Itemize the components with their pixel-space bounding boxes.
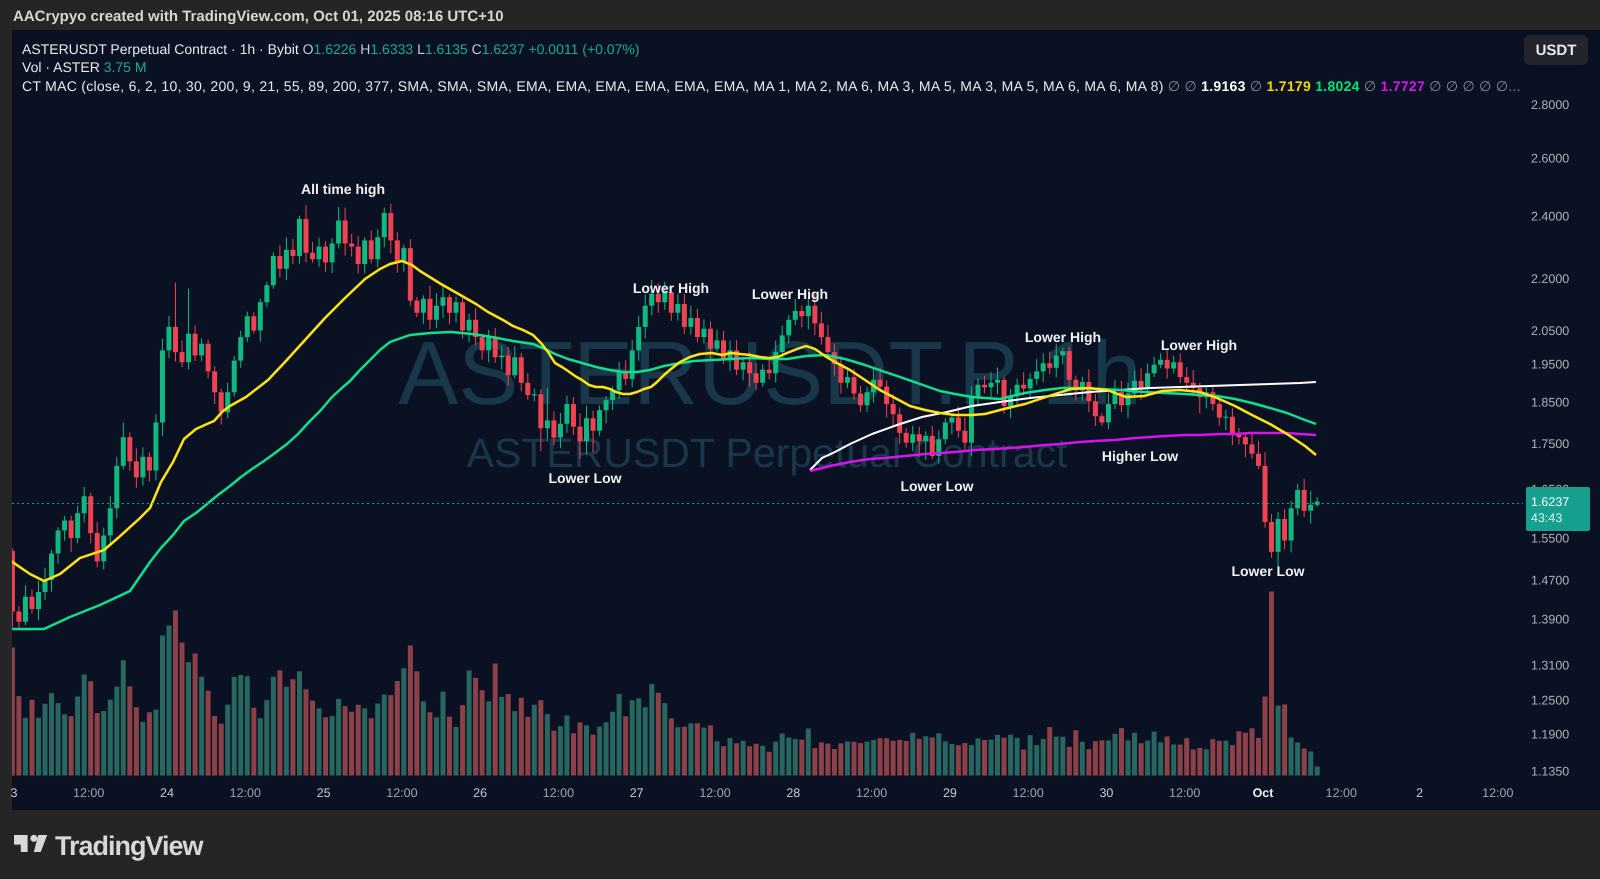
svg-text:12:00: 12:00 [1482,786,1513,800]
svg-text:Vol · ASTER 3.75 M: Vol · ASTER 3.75 M [22,59,147,75]
svg-text:USDT: USDT [1536,42,1577,59]
svg-text:Lower High: Lower High [1161,337,1237,353]
svg-text:AACrypyo created with TradingV: AACrypyo created with TradingView.com, O… [13,8,504,25]
svg-text:CT MAC (close, 6, 2, 10, 30, 2: CT MAC (close, 6, 2, 10, 30, 200, 9, 21,… [22,78,1521,94]
svg-text:12:00: 12:00 [73,786,104,800]
svg-text:2.0500: 2.0500 [1531,324,1569,338]
svg-text:12:00: 12:00 [856,786,887,800]
svg-text:Lower Low: Lower Low [1231,563,1304,579]
svg-text:12:00: 12:00 [1013,786,1044,800]
svg-text:25: 25 [317,786,331,800]
svg-text:30: 30 [1099,786,1113,800]
svg-text:2.6000: 2.6000 [1531,152,1569,166]
svg-text:1.9500: 1.9500 [1531,358,1569,372]
svg-text:24: 24 [160,786,174,800]
svg-text:Lower High: Lower High [752,286,828,302]
svg-text:26: 26 [473,786,487,800]
svg-text:1.6237: 1.6237 [1531,495,1569,509]
svg-text:12:00: 12:00 [1169,786,1200,800]
svg-text:12:00: 12:00 [230,786,261,800]
svg-text:12:00: 12:00 [386,786,417,800]
svg-text:1.2500: 1.2500 [1531,694,1569,708]
svg-text:TradingView: TradingView [55,831,205,861]
svg-text:28: 28 [786,786,800,800]
svg-text:1.5500: 1.5500 [1531,532,1569,546]
svg-text:1.8500: 1.8500 [1531,396,1569,410]
svg-text:1.1350: 1.1350 [1531,765,1569,779]
svg-text:1.4700: 1.4700 [1531,574,1569,588]
svg-text:All time high: All time high [301,181,385,197]
svg-text:3: 3 [11,786,18,800]
svg-text:2: 2 [1416,786,1423,800]
svg-text:1.7500: 1.7500 [1531,437,1569,451]
svg-text:Lower High: Lower High [1025,329,1101,345]
svg-text:ASTERUSDT Perpetual Contract: ASTERUSDT Perpetual Contract [467,430,1068,476]
svg-text:2.2000: 2.2000 [1531,272,1569,286]
svg-text:43:43: 43:43 [1531,511,1562,525]
svg-text:2.4000: 2.4000 [1531,210,1569,224]
svg-text:Lower High: Lower High [633,280,709,296]
svg-text:27: 27 [630,786,644,800]
svg-text:12:00: 12:00 [699,786,730,800]
svg-text:1.1900: 1.1900 [1531,728,1569,742]
svg-text:Higher Low: Higher Low [1102,448,1178,464]
svg-text:29: 29 [943,786,957,800]
svg-text:Lower Low: Lower Low [900,478,973,494]
svg-text:ASTERUSDT Perpetual Contract ·: ASTERUSDT Perpetual Contract · 1h · Bybi… [22,41,639,57]
svg-text:1.3900: 1.3900 [1531,613,1569,627]
svg-text:1.3100: 1.3100 [1531,659,1569,673]
svg-text:12:00: 12:00 [1326,786,1357,800]
svg-text:2.8000: 2.8000 [1531,98,1569,112]
svg-text:Lower Low: Lower Low [548,470,621,486]
svg-text:Oct: Oct [1253,786,1275,800]
svg-text:12:00: 12:00 [543,786,574,800]
